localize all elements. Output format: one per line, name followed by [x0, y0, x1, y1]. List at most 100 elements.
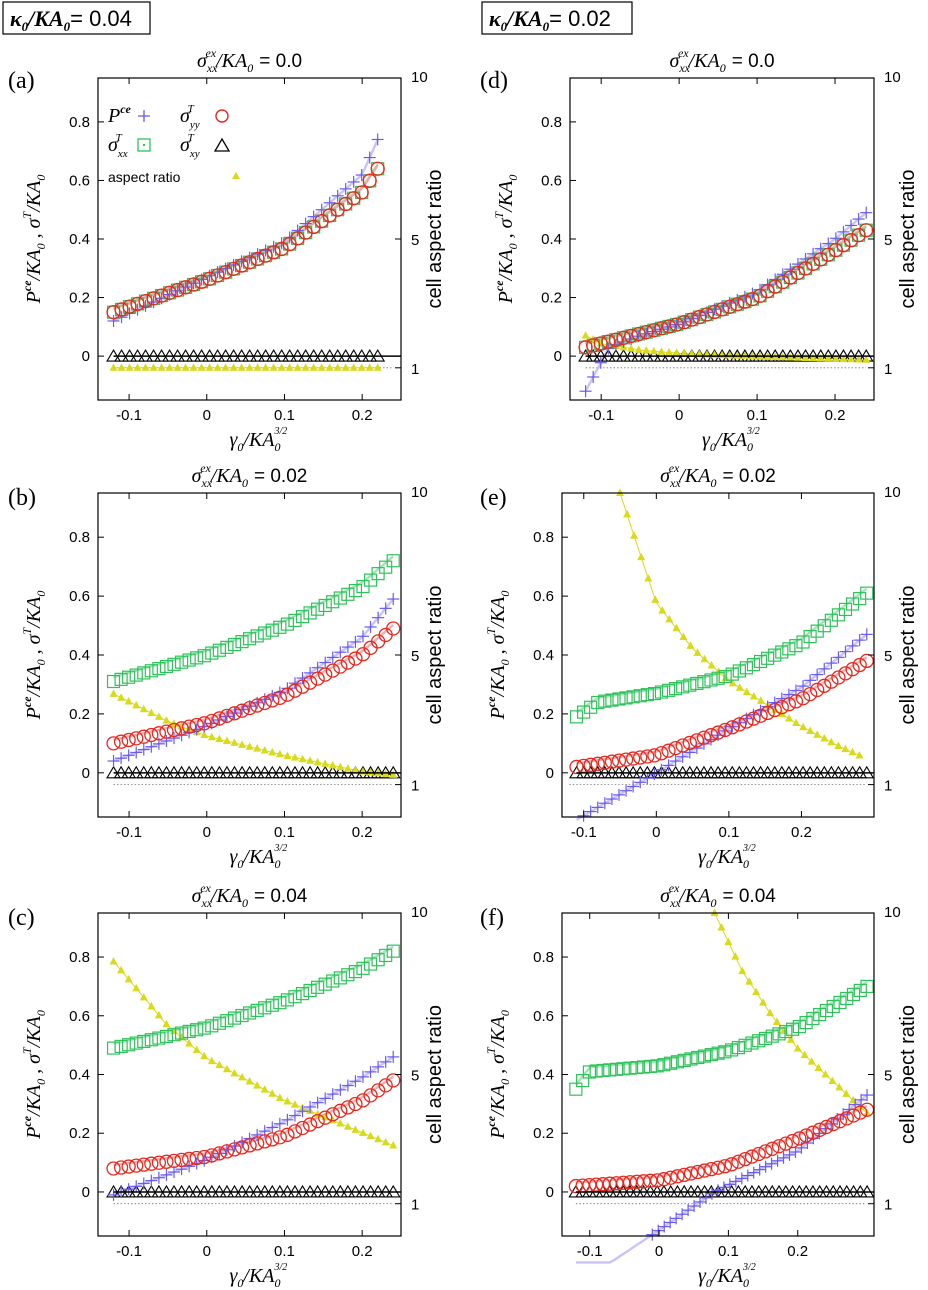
marker-p-ce — [251, 1128, 264, 1141]
marker-sigma-yy-t — [717, 1159, 733, 1174]
marker-sigma-yy-t — [831, 670, 846, 685]
marker-sigma-yy-t — [798, 261, 813, 276]
marker-sigma-yy-t — [683, 1166, 699, 1181]
marker-aspect-ratio — [351, 765, 360, 774]
x-tick-label: 0.2 — [787, 1243, 808, 1260]
y-tick-label: 0 — [82, 765, 90, 782]
marker-sigma-yy-t — [234, 1140, 250, 1155]
marker-aspect-ratio — [793, 353, 802, 361]
marker-sigma-xx-t — [669, 681, 683, 696]
marker-sigma-xx-t — [670, 1055, 685, 1069]
aspect-tick-label: 1 — [884, 1197, 892, 1214]
y-tick-label: 0.2 — [69, 290, 90, 307]
marker-sigma-xx-t — [348, 964, 363, 979]
marker-sigma-yy-t — [355, 1093, 371, 1108]
y-tick-label: 0.6 — [69, 588, 90, 605]
marker-p-ce — [771, 1154, 784, 1167]
marker-p-ce — [296, 672, 309, 685]
x-tick-label: 0.2 — [825, 407, 846, 424]
marker-sigma-yy-t — [675, 738, 690, 753]
marker-p-ce — [168, 732, 181, 745]
marker-sigma-yy-t — [732, 717, 747, 732]
marker-sigma-yy-t — [838, 666, 853, 681]
marker-p-ce — [331, 189, 344, 202]
marker-aspect-ratio — [824, 354, 833, 362]
marker-aspect-ratio — [215, 734, 224, 743]
marker-sigma-yy-t — [181, 719, 197, 734]
panel-title: σxxex/KA0 = 0.02 — [192, 461, 308, 490]
x-tick-label: -0.1 — [571, 824, 597, 841]
marker-aspect-ratio — [325, 363, 334, 371]
marker-sigma-yy-t — [785, 1133, 800, 1149]
svg-text:κ0/KA0= 0.02: κ0/KA0= 0.02 — [489, 6, 611, 34]
left-group-label: κ0/KA0= 0.04 — [2, 1, 151, 35]
marker-sigma-yy-t — [760, 705, 775, 721]
marker-sigma-xx-t — [576, 705, 591, 719]
svg-text:σyyT: σyyT — [180, 103, 200, 131]
panel-f: (f) σxxex/KA0 = 0.04 -0.1 0 0.1 0.2 0 0.2 0.4 0.6 0… — [480, 881, 919, 1290]
marker-p-ce — [759, 1160, 772, 1173]
marker-p-ce — [584, 805, 597, 818]
marker-aspect-ratio — [581, 331, 590, 339]
marker-p-ce — [804, 674, 817, 687]
y-tick-label: 0.2 — [533, 1125, 554, 1142]
marker-aspect-ratio — [814, 1063, 823, 1072]
marker-sigma-yy-t — [144, 1156, 159, 1171]
marker-aspect-ratio — [717, 923, 726, 931]
panel-letter: (c) — [8, 905, 35, 931]
marker-sigma-yy-t — [760, 284, 775, 299]
marker-sigma-xx-t — [333, 971, 347, 985]
marker-aspect-ratio — [207, 732, 216, 741]
marker-sigma-xx-t — [197, 1021, 211, 1035]
marker-aspect-ratio — [800, 1050, 809, 1059]
marker-sigma-yy-t — [731, 1154, 746, 1169]
marker-p-ce — [811, 668, 824, 681]
marker-sigma-yy-t — [805, 256, 821, 272]
marker-sigma-xx-t — [265, 623, 279, 637]
marker-sigma-xx-t — [718, 669, 732, 684]
marker-sigma-yy-t — [130, 296, 145, 312]
marker-sigma-xx-t — [691, 1050, 705, 1065]
marker-p-ce — [137, 1177, 150, 1190]
marker-sigma-yy-t — [146, 291, 161, 306]
marker-p-ce — [605, 793, 618, 806]
marker-sigma-yy-t — [287, 1124, 303, 1139]
marker-aspect-ratio — [799, 722, 808, 731]
marker-sigma-yy-t — [730, 297, 745, 312]
marker-aspect-ratio — [740, 351, 749, 360]
marker-aspect-ratio — [745, 977, 754, 985]
y-tick-label: 0.6 — [541, 172, 562, 189]
x-tick-label: 0 — [652, 824, 660, 841]
marker-sigma-xx-t — [258, 626, 272, 640]
marker-sigma-xx-t — [596, 1063, 610, 1078]
marker-p-ce — [612, 788, 625, 801]
marker-sigma-xx-t — [326, 595, 340, 609]
marker-sigma-xx-t — [144, 664, 158, 678]
series-sigma-yy-t — [106, 161, 385, 320]
y-tick-label: 0.4 — [541, 231, 562, 248]
marker-sigma-yy-t — [707, 304, 722, 320]
marker-sigma-yy-t — [265, 693, 280, 708]
series-p-ce — [646, 1089, 874, 1241]
marker-aspect-ratio — [157, 363, 166, 371]
marker-sigma-yy-t — [154, 288, 169, 303]
marker-aspect-ratio — [627, 344, 636, 352]
marker-sigma-yy-t — [159, 1154, 174, 1169]
marker-aspect-ratio — [731, 952, 740, 960]
marker-sigma-xx-t — [826, 999, 840, 1014]
marker-p-ce — [579, 385, 592, 398]
marker-sigma-yy-t — [623, 328, 639, 344]
marker-sigma-xx-t — [819, 1003, 834, 1018]
marker-aspect-ratio — [365, 363, 374, 371]
marker-aspect-ratio — [269, 363, 278, 371]
marker-p-ce — [837, 225, 850, 238]
marker-sigma-xx-t — [167, 1028, 181, 1042]
marker-sigma-yy-t — [618, 752, 634, 767]
marker-sigma-yy-t — [798, 1128, 814, 1143]
y-tick-label: 0.8 — [533, 949, 554, 966]
marker-aspect-ratio — [834, 741, 843, 750]
marker-aspect-ratio — [149, 363, 158, 371]
marker-aspect-ratio — [630, 531, 639, 539]
marker-sigma-yy-t — [310, 1113, 325, 1129]
marker-sigma-xx-t — [295, 986, 310, 1001]
